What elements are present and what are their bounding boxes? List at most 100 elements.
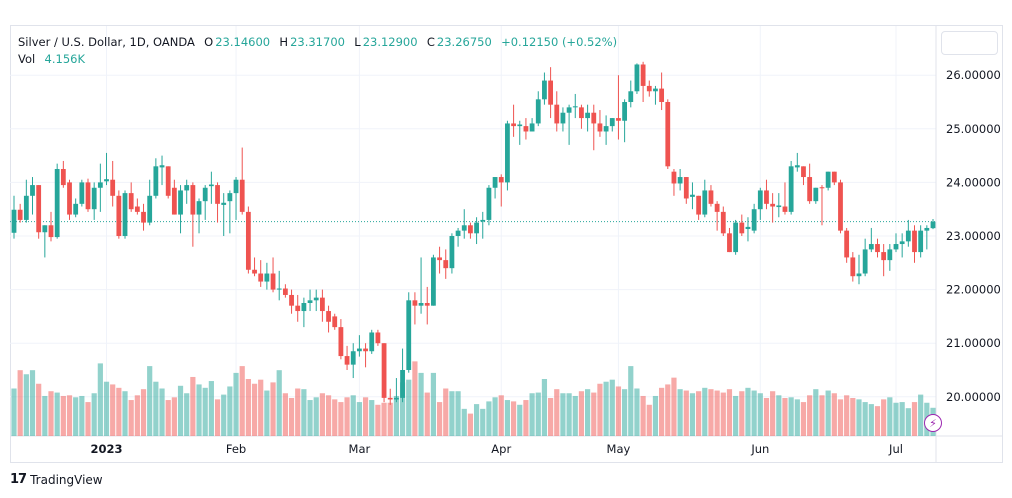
candle-body	[208, 184, 214, 187]
candle-body	[215, 185, 220, 204]
volume-bar	[276, 370, 282, 436]
candle-body	[48, 225, 54, 238]
candle-body	[289, 294, 294, 306]
volume-bar	[399, 382, 406, 436]
candle-body	[122, 193, 128, 236]
candle-body	[406, 300, 412, 370]
candle-body	[387, 397, 393, 400]
volume-bar	[91, 393, 97, 436]
tradingview-logo[interactable]: 17 TradingView	[10, 472, 103, 487]
candle-body	[116, 195, 122, 236]
volume-bar	[689, 393, 696, 436]
volume-bar	[733, 395, 739, 436]
volume-bar	[295, 388, 301, 436]
candle-body	[141, 211, 146, 223]
candle-body	[899, 241, 905, 245]
candle-body	[492, 177, 498, 188]
candle-body	[856, 273, 862, 277]
candle-body	[97, 182, 103, 188]
candle-body	[498, 177, 504, 183]
volume-bar	[251, 383, 258, 436]
candle-body	[165, 166, 171, 196]
price-scale-settings-button[interactable]	[941, 31, 998, 55]
candle-body	[400, 370, 405, 398]
volume-bar	[356, 402, 362, 436]
candle-body	[171, 187, 177, 215]
candle-body	[875, 244, 880, 253]
volume-bar	[159, 388, 165, 436]
high-label: H	[279, 35, 289, 49]
volume-bar	[554, 389, 560, 436]
volume-bar	[856, 399, 862, 436]
volume-bar	[683, 390, 689, 436]
candle-body	[751, 209, 757, 231]
volume-bar	[782, 398, 788, 436]
candle-body	[42, 225, 48, 233]
candle-body	[332, 316, 338, 328]
volume-bar	[116, 387, 122, 436]
volume-bar	[825, 390, 831, 436]
candle-body	[350, 351, 356, 365]
volume-bar	[776, 395, 782, 436]
candle-body	[733, 222, 739, 253]
candle-body	[560, 112, 566, 124]
volume-bar	[103, 381, 110, 436]
volume-bar	[523, 400, 529, 436]
volume-bar	[134, 395, 140, 436]
volume-bar	[770, 391, 776, 436]
candle-body	[252, 269, 257, 274]
volume-bar	[887, 397, 893, 436]
volume-bar	[54, 392, 60, 436]
volume-bar	[165, 400, 171, 436]
candle-body	[245, 211, 251, 270]
candle-body	[868, 244, 874, 250]
candle-body	[449, 236, 455, 269]
volume-bar	[893, 402, 899, 436]
candle-body	[807, 177, 813, 202]
candle-body	[622, 102, 628, 121]
volume-bar	[646, 404, 652, 436]
symbol-title[interactable]: Silver / U.S. Dollar, 1D, OANDA	[18, 35, 195, 49]
candle-body	[128, 193, 134, 210]
candle-body	[461, 225, 467, 231]
volume-bar	[517, 404, 523, 436]
volume-bar	[338, 402, 344, 436]
volume-bar	[332, 399, 338, 436]
volume-bar	[288, 398, 295, 436]
candle-body	[326, 311, 331, 322]
candle-body	[227, 193, 233, 202]
candle-body	[437, 257, 442, 261]
volume-bar	[874, 406, 881, 436]
candle-body	[394, 397, 399, 400]
candle-body	[671, 171, 677, 184]
volume-bar	[11, 388, 17, 436]
time-tick-label: Feb	[226, 442, 246, 456]
price-tick-label: 25.00000	[946, 122, 1001, 136]
volume-bar	[541, 379, 548, 436]
candle-body	[727, 233, 732, 253]
volume-bar	[467, 413, 474, 436]
candle-body	[831, 171, 837, 183]
volume-bar	[140, 389, 147, 436]
lightning-icon[interactable]: ⚡	[924, 414, 942, 432]
candle-body	[745, 226, 751, 230]
candle-body	[301, 303, 307, 312]
volume-bar	[375, 404, 381, 436]
volume-bar	[208, 381, 214, 436]
volume-bar	[597, 383, 603, 436]
volume-bar	[911, 402, 918, 436]
candle-body	[714, 203, 720, 212]
volume-bar	[449, 391, 455, 436]
tradingview-logo-mark-icon: 17	[10, 472, 27, 487]
volume-bar	[640, 395, 646, 436]
candle-body	[11, 209, 17, 233]
volume-bar	[221, 394, 227, 436]
price-tick-label: 23.00000	[946, 229, 1001, 243]
volume-bar	[794, 399, 800, 436]
candle-body	[184, 185, 190, 191]
candle-body	[424, 303, 430, 306]
volume-bar	[480, 408, 486, 436]
volume-bar	[547, 398, 554, 436]
candle-body	[30, 185, 35, 196]
